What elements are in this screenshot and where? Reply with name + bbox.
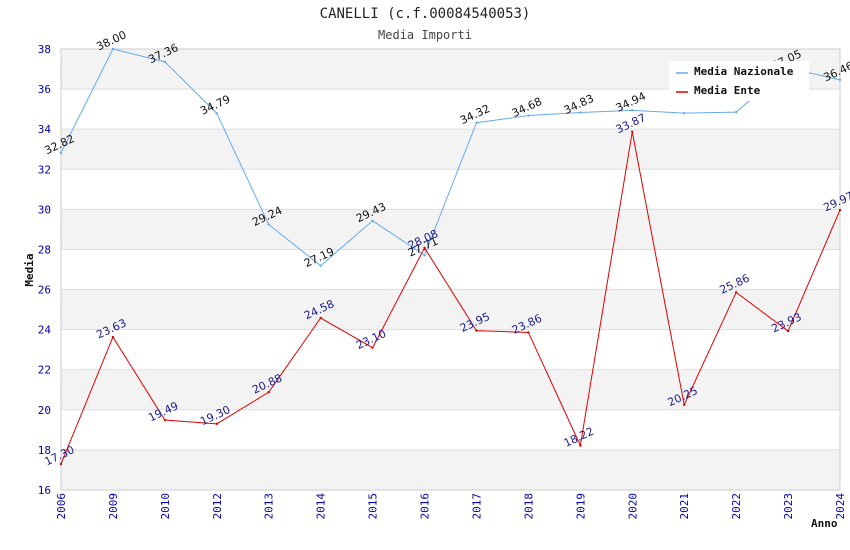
data-point (475, 329, 478, 332)
y-tick-label: 16 (38, 484, 51, 497)
x-tick-label: 2006 (55, 493, 68, 520)
x-tick-label: 2014 (315, 493, 328, 520)
data-point (734, 110, 738, 114)
data-label: 18.22 (562, 425, 596, 450)
y-axis-ticks: 16 18 20 22 24 26 28 30 32 34 36 38 (38, 43, 52, 497)
x-tick-label: 2015 (367, 493, 380, 520)
y-tick-label: 38 (38, 43, 51, 56)
series-line (60, 131, 841, 465)
x-tick-label: 2020 (626, 493, 639, 520)
data-point (163, 60, 167, 64)
data-label: 34.83 (562, 92, 596, 117)
data-point (683, 111, 686, 115)
data-point (267, 223, 270, 226)
chart-subtitle: Media Importi (378, 28, 472, 42)
data-point (631, 109, 634, 112)
data-point (371, 219, 374, 222)
x-tick-label: 2022 (730, 493, 743, 520)
grid-band (61, 289, 840, 330)
data-label: 34.79 (198, 93, 232, 118)
data-point (111, 47, 115, 51)
data-point (734, 291, 738, 294)
y-tick-label: 26 (38, 284, 51, 297)
data-label: 34.32 (458, 102, 492, 127)
data-point (631, 130, 634, 133)
data-label: 23.10 (354, 327, 388, 352)
grid-band (61, 129, 840, 170)
data-point (527, 114, 530, 117)
y-tick-label: 22 (38, 364, 51, 377)
x-axis-ticks: 2006 2009 2010 2012 2013 2014 2015 2016 2017 2018… (55, 493, 847, 520)
y-tick-label: 20 (38, 404, 51, 417)
data-point (838, 208, 842, 212)
data-point (163, 418, 167, 422)
series-line (60, 48, 841, 267)
data-point (423, 246, 426, 250)
data-point (267, 390, 270, 394)
grid-band (61, 369, 840, 410)
y-axis-label: Media (23, 253, 36, 286)
data-point (579, 111, 582, 114)
x-tick-label: 2017 (470, 493, 483, 520)
chart-title: CANELLI (c.f.00084540053) (320, 6, 531, 22)
x-axis-label: Anno (811, 517, 838, 530)
x-tick-label: 2024 (834, 493, 847, 520)
grid-band (61, 209, 840, 250)
data-point (475, 121, 478, 124)
data-point (683, 403, 686, 407)
grid-band (61, 449, 840, 490)
y-tick-label: 28 (38, 243, 51, 256)
data-point (838, 78, 842, 82)
data-point (423, 254, 426, 257)
data-point (215, 422, 218, 426)
legend-label-media-ente: Media Ente (694, 84, 761, 97)
y-tick-label: 32 (38, 163, 51, 176)
x-tick-label: 2012 (211, 493, 224, 520)
plot-frame (60, 48, 841, 491)
y-tick-label: 24 (38, 324, 52, 337)
data-point (786, 329, 790, 333)
x-tick-label: 2018 (522, 493, 535, 520)
y-tick-label: 36 (38, 83, 51, 96)
x-tick-label: 2021 (678, 493, 691, 520)
y-tick-label: 30 (38, 203, 51, 216)
data-point (111, 335, 115, 339)
x-tick-label: 2009 (107, 493, 120, 520)
data-point (319, 316, 322, 320)
x-tick-label: 2019 (574, 493, 587, 520)
x-tick-label: 2013 (263, 493, 276, 520)
data-point (215, 112, 218, 115)
legend-label-media-nazionale: Media Nazionale (694, 65, 794, 78)
y-tick-label: 34 (38, 123, 52, 136)
grid-lines (61, 48, 840, 491)
data-point (59, 151, 63, 155)
x-tick-label: 2016 (419, 493, 432, 520)
data-point (319, 264, 322, 267)
data-point (371, 346, 374, 349)
grid-bands (61, 49, 840, 490)
x-tick-label: 2010 (159, 493, 172, 520)
data-point (527, 331, 530, 334)
legend-box (669, 61, 809, 101)
x-tick-label: 2023 (782, 493, 795, 520)
data-point (59, 462, 63, 466)
y-tick-label: 18 (38, 444, 51, 457)
legend: Media Nazionale Media Ente (669, 61, 809, 101)
data-point (579, 444, 582, 447)
